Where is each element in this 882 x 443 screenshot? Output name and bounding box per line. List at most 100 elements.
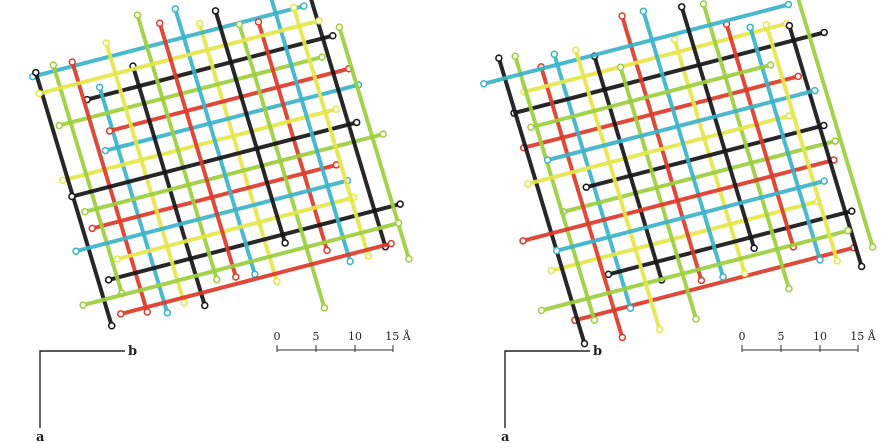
rod-end <box>845 228 851 234</box>
rod-end <box>197 21 203 27</box>
rod-end <box>212 8 218 14</box>
scale-bar <box>277 345 393 352</box>
rod-end <box>583 184 589 190</box>
rod-end <box>397 201 403 207</box>
rod-end <box>118 311 124 317</box>
rod-end <box>214 276 220 282</box>
rod-end <box>785 2 791 8</box>
rod-end <box>316 18 322 24</box>
rod-end <box>786 23 792 29</box>
rod-end <box>172 6 178 12</box>
rod-end <box>396 220 402 226</box>
rod-end <box>321 305 327 311</box>
rod-end <box>742 270 748 276</box>
rod-end <box>365 253 371 259</box>
rod-end <box>107 128 113 134</box>
rod-end <box>751 245 757 251</box>
rod-end <box>698 277 704 283</box>
scale-label: 10 <box>348 330 362 343</box>
rod-end <box>157 20 163 26</box>
rod-end <box>324 247 330 253</box>
rod-end <box>657 326 663 332</box>
rod <box>258 22 327 250</box>
rod <box>294 8 369 256</box>
scale-label: 0 <box>274 330 281 343</box>
rod-end <box>640 8 646 14</box>
rod-end <box>817 257 823 263</box>
rod-end <box>69 194 75 200</box>
rod-end <box>859 263 865 269</box>
rod-end <box>512 53 518 59</box>
rod-end <box>768 62 774 68</box>
rod-end <box>481 81 487 87</box>
rod-end <box>347 258 353 264</box>
rod-layer <box>30 0 876 347</box>
rod-end <box>50 62 56 68</box>
scale-bar <box>742 345 858 352</box>
rod-end <box>720 274 726 280</box>
rod-end <box>832 138 838 144</box>
rod-end <box>380 131 386 137</box>
scale-label: 5 <box>778 330 785 343</box>
rod-end <box>333 106 339 112</box>
rod-end <box>109 323 115 329</box>
rod-end <box>679 4 685 10</box>
rod-end <box>618 64 624 70</box>
panel: 0 5 10 15 Å b a <box>36 329 412 443</box>
rod-end <box>134 12 140 18</box>
scale-label: 10 <box>813 330 827 343</box>
rod-end <box>525 181 531 187</box>
rod-end <box>551 51 557 57</box>
rod-end <box>605 271 611 277</box>
axis-label: a <box>36 430 45 443</box>
rod-end <box>591 317 597 323</box>
rod-end <box>821 29 827 35</box>
scale-label: 5 <box>313 330 320 343</box>
rod-end <box>73 248 79 254</box>
rod-end <box>336 24 342 30</box>
rod-end <box>80 302 86 308</box>
rod-end <box>795 73 801 79</box>
rod-end <box>144 309 150 315</box>
scale-label: 15 Å <box>385 329 411 343</box>
rod-end <box>301 3 307 9</box>
rod-end <box>202 302 208 308</box>
rod <box>524 24 786 92</box>
rod-end <box>97 84 103 90</box>
rod-end <box>763 22 769 28</box>
rod-end <box>106 277 112 283</box>
rod-end <box>291 5 297 11</box>
axis-label: a <box>501 430 510 443</box>
rod-end <box>103 40 109 46</box>
rod <box>548 91 815 160</box>
rod-end <box>554 248 560 254</box>
axis-label: b <box>593 344 602 359</box>
rod-end <box>701 1 707 7</box>
rod-end <box>545 157 551 163</box>
panel: 0 5 10 15 Å b a <box>501 329 877 443</box>
rod-end <box>834 258 840 264</box>
rod-end <box>319 54 325 60</box>
rod-end <box>56 122 62 128</box>
rod-end <box>233 274 239 280</box>
rod-end <box>388 241 394 247</box>
rod-end <box>282 240 288 246</box>
rod-end <box>33 70 39 76</box>
rod-end <box>619 335 625 341</box>
rod-end <box>548 268 554 274</box>
rod <box>106 43 184 303</box>
rod-end <box>627 305 633 311</box>
rod-end <box>528 124 534 130</box>
rod-end <box>496 55 502 61</box>
rod-end <box>849 208 855 214</box>
rod-end <box>693 316 699 322</box>
rod-end <box>619 13 625 19</box>
axis-label: b <box>128 344 137 359</box>
rod-end <box>573 47 579 53</box>
rod-end <box>786 286 792 292</box>
rod-end <box>812 88 818 94</box>
rod-end <box>672 37 678 43</box>
rod-end <box>354 119 360 125</box>
rod-end <box>181 300 187 306</box>
rod-end <box>274 279 280 285</box>
